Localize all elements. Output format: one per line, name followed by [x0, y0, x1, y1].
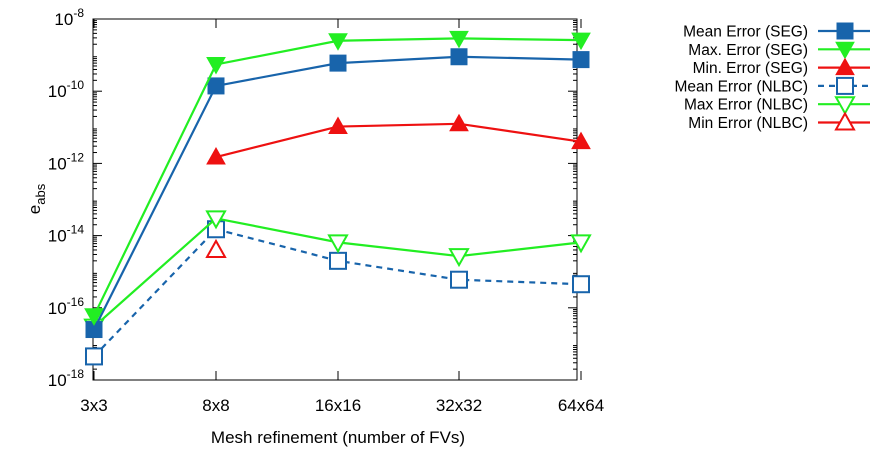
y-tick-label-base: 10 — [54, 10, 73, 29]
data-point — [329, 251, 347, 270]
legend-marker — [836, 22, 854, 40]
series-1 — [84, 30, 591, 326]
y-tick-label: 10-16 — [48, 295, 85, 318]
data-point — [329, 54, 347, 72]
series-4 — [83, 210, 592, 338]
data-point — [206, 147, 226, 165]
data-point — [205, 238, 227, 258]
y-tick-label: 10-18 — [48, 367, 85, 390]
data-point — [571, 131, 591, 150]
data-point — [207, 77, 225, 95]
data-point — [205, 210, 227, 230]
legend-marker — [834, 111, 856, 131]
series-line — [215, 122, 582, 159]
data-point — [328, 33, 348, 51]
data-point — [450, 48, 468, 66]
y-tick-label-exponent: -14 — [67, 223, 85, 237]
series-2 — [206, 113, 591, 165]
data-point — [448, 248, 470, 268]
legend-label: Max Error (NLBC) — [684, 97, 808, 114]
data-point — [450, 270, 468, 289]
y-tick-label: 10-12 — [48, 150, 85, 173]
plot-frame — [92, 18, 578, 381]
y-tick-label-exponent: -8 — [73, 6, 84, 20]
x-tick-label: 8x8 — [202, 396, 229, 415]
y-tick-label: 10-10 — [48, 78, 85, 101]
data-point — [84, 308, 104, 326]
legend-marker — [836, 76, 854, 95]
series-line — [93, 55, 582, 331]
y-tick-label-exponent: -16 — [67, 295, 85, 309]
data-point — [449, 30, 469, 49]
data-point — [85, 347, 103, 366]
data-point — [449, 113, 469, 132]
x-tick-label: 32x32 — [436, 396, 482, 415]
data-point — [571, 32, 591, 51]
legend-marker — [835, 41, 855, 60]
y-axis-title: eabs — [25, 183, 48, 214]
series-layer — [83, 30, 592, 366]
x-tick-label: 3x3 — [80, 396, 107, 415]
legend-marker — [835, 57, 855, 76]
y-tick-label-exponent: -18 — [67, 367, 85, 381]
y-tick-label-base: 10 — [48, 299, 67, 318]
x-tick-label: 16x16 — [315, 396, 361, 415]
series-5 — [205, 238, 227, 258]
legend: Mean Error (SEG)Max. Error (SEG)Min. Err… — [675, 22, 870, 132]
legend-label: Min Error (NLBC) — [688, 115, 808, 132]
y-axis-title-subscript: abs — [33, 183, 48, 204]
legend-label: Min. Error (SEG) — [693, 60, 808, 77]
y-tick-label-base: 10 — [48, 154, 67, 173]
legend-label: Max. Error (SEG) — [688, 42, 808, 59]
data-point — [328, 116, 348, 135]
y-tick-label-base: 10 — [48, 227, 67, 246]
y-tick-label-exponent: -10 — [67, 78, 85, 92]
y-tick-label-base: 10 — [48, 82, 67, 101]
series-0 — [85, 48, 590, 339]
y-tick-label-base: 10 — [48, 371, 67, 390]
legend-marker — [834, 96, 856, 116]
data-point — [570, 234, 592, 254]
legend-label: Mean Error (SEG) — [683, 24, 808, 41]
x-axis-ticks: 3x3 8x8 16x16 32x32 64x64 — [80, 19, 604, 415]
x-axis-title: Mesh refinement (number of FVs) — [211, 428, 465, 447]
y-tick-label-exponent: -12 — [67, 150, 85, 164]
y-tick-label: 10-8 — [54, 6, 84, 29]
data-point — [206, 56, 226, 75]
data-point — [572, 51, 590, 69]
x-tick-label: 64x64 — [558, 396, 604, 415]
series-line — [93, 37, 582, 317]
data-point — [572, 275, 590, 294]
y-tick-label: 10-14 — [48, 223, 85, 246]
legend-label: Mean Error (NLBC) — [675, 78, 809, 95]
data-point — [327, 234, 349, 254]
